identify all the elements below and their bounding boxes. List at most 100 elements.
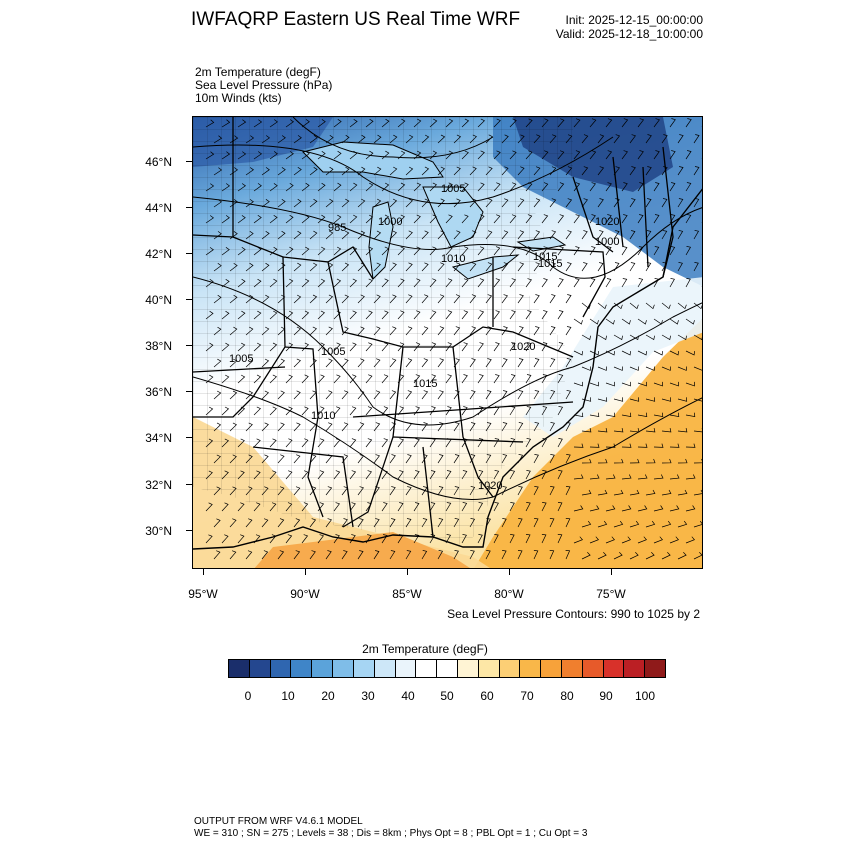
wind-barb xyxy=(341,422,349,432)
wind-barb xyxy=(541,214,549,224)
wind-barb xyxy=(637,150,644,160)
wind-barb xyxy=(589,278,596,288)
wind-barb xyxy=(237,151,247,160)
wind-barb xyxy=(597,458,608,464)
lat-label-34n: 34°N xyxy=(145,431,172,445)
wind-barb xyxy=(597,262,604,272)
wind-barb xyxy=(365,438,373,448)
wind-barb xyxy=(333,119,342,128)
wind-barb xyxy=(389,390,397,400)
wind-barb xyxy=(269,470,277,480)
wind-barb xyxy=(701,447,702,448)
wind-barb xyxy=(309,550,316,560)
wind-barb xyxy=(701,190,702,191)
wind-barb xyxy=(381,502,388,512)
wind-barb xyxy=(373,550,380,560)
wind-barb xyxy=(621,278,628,288)
wind-barb xyxy=(293,390,301,400)
wind-barb xyxy=(677,552,687,560)
lon-tick xyxy=(611,569,612,575)
wind-barb xyxy=(357,550,364,560)
wind-barb xyxy=(389,358,397,368)
wind-barb xyxy=(453,390,460,400)
wind-barb xyxy=(429,214,437,224)
wind-barb xyxy=(429,438,436,448)
wind-barb xyxy=(557,214,565,224)
wind-barb xyxy=(421,422,428,432)
wind-barb xyxy=(533,358,540,368)
wind-barb xyxy=(277,550,285,560)
wind-barb xyxy=(669,474,680,480)
wind-barb xyxy=(693,552,702,560)
wind-barb xyxy=(533,486,539,496)
wind-barb xyxy=(421,230,429,240)
wind-barb xyxy=(637,381,647,387)
wind-barb xyxy=(221,151,231,160)
wind-barb xyxy=(421,326,429,336)
wind-barb xyxy=(557,118,565,128)
wind-barb xyxy=(557,534,563,544)
wind-barb xyxy=(437,486,444,496)
wind-barb xyxy=(253,215,262,224)
wind-barb xyxy=(621,350,631,356)
wind-barb xyxy=(653,536,663,544)
wind-barb xyxy=(445,438,452,448)
lat-tick xyxy=(186,530,192,531)
wind-barb xyxy=(221,183,230,192)
wind-barb xyxy=(485,326,492,336)
wind-barb xyxy=(541,470,547,480)
wind-barb xyxy=(213,486,221,496)
wind-barb xyxy=(629,166,636,176)
colorbar-label: 100 xyxy=(634,689,656,703)
wind-barb xyxy=(685,278,691,288)
wind-barb xyxy=(421,166,430,176)
wind-barb xyxy=(677,397,688,402)
wind-barb xyxy=(237,470,245,480)
lat-label-46n: 46°N xyxy=(145,155,172,169)
wind-barb xyxy=(333,246,342,256)
wind-barb xyxy=(581,262,588,272)
wind-barb xyxy=(437,294,445,304)
wind-barb xyxy=(221,374,230,384)
wind-barb xyxy=(493,502,499,512)
lat-tick xyxy=(186,207,192,208)
wind-barb xyxy=(621,118,629,128)
colorbar-label: 0 xyxy=(244,689,252,703)
wind-barb xyxy=(605,443,616,448)
wind-barb xyxy=(365,246,374,256)
wind-barb xyxy=(453,262,461,272)
wind-barb xyxy=(549,518,555,528)
wind-barb xyxy=(469,454,476,464)
wind-barb xyxy=(309,422,317,432)
lat-tick xyxy=(186,437,192,438)
wind-barb xyxy=(229,294,238,304)
wind-barb xyxy=(565,166,573,176)
pressure-label: 1005 xyxy=(321,346,345,358)
wind-barb xyxy=(525,182,533,192)
wind-barb xyxy=(461,214,469,224)
wind-barb xyxy=(301,246,310,256)
wind-barb xyxy=(589,474,600,480)
wind-barb xyxy=(621,505,632,512)
wind-barb xyxy=(589,150,597,160)
wind-barb xyxy=(221,247,230,256)
wind-barb xyxy=(389,198,398,208)
wind-barb xyxy=(301,534,309,544)
wind-barb xyxy=(325,390,333,400)
wind-barb xyxy=(693,366,702,371)
wind-barb xyxy=(269,246,278,256)
wind-barb xyxy=(493,374,500,384)
wind-barb xyxy=(381,246,389,256)
wind-barb xyxy=(605,214,612,224)
wind-barb xyxy=(453,518,460,528)
wind-barb xyxy=(237,502,245,512)
wind-barb xyxy=(645,198,652,208)
wind-barb xyxy=(645,458,656,464)
wind-barb xyxy=(269,183,278,192)
wind-barb xyxy=(229,358,238,368)
wind-barb xyxy=(493,150,501,160)
wind-barb xyxy=(317,374,325,384)
wind-barb xyxy=(637,118,645,128)
wind-barb xyxy=(341,358,349,368)
wind-barb xyxy=(389,166,398,176)
